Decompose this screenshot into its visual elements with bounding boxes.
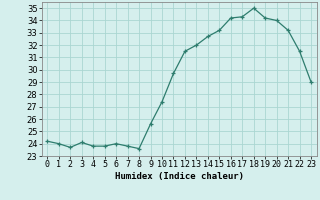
X-axis label: Humidex (Indice chaleur): Humidex (Indice chaleur) — [115, 172, 244, 181]
